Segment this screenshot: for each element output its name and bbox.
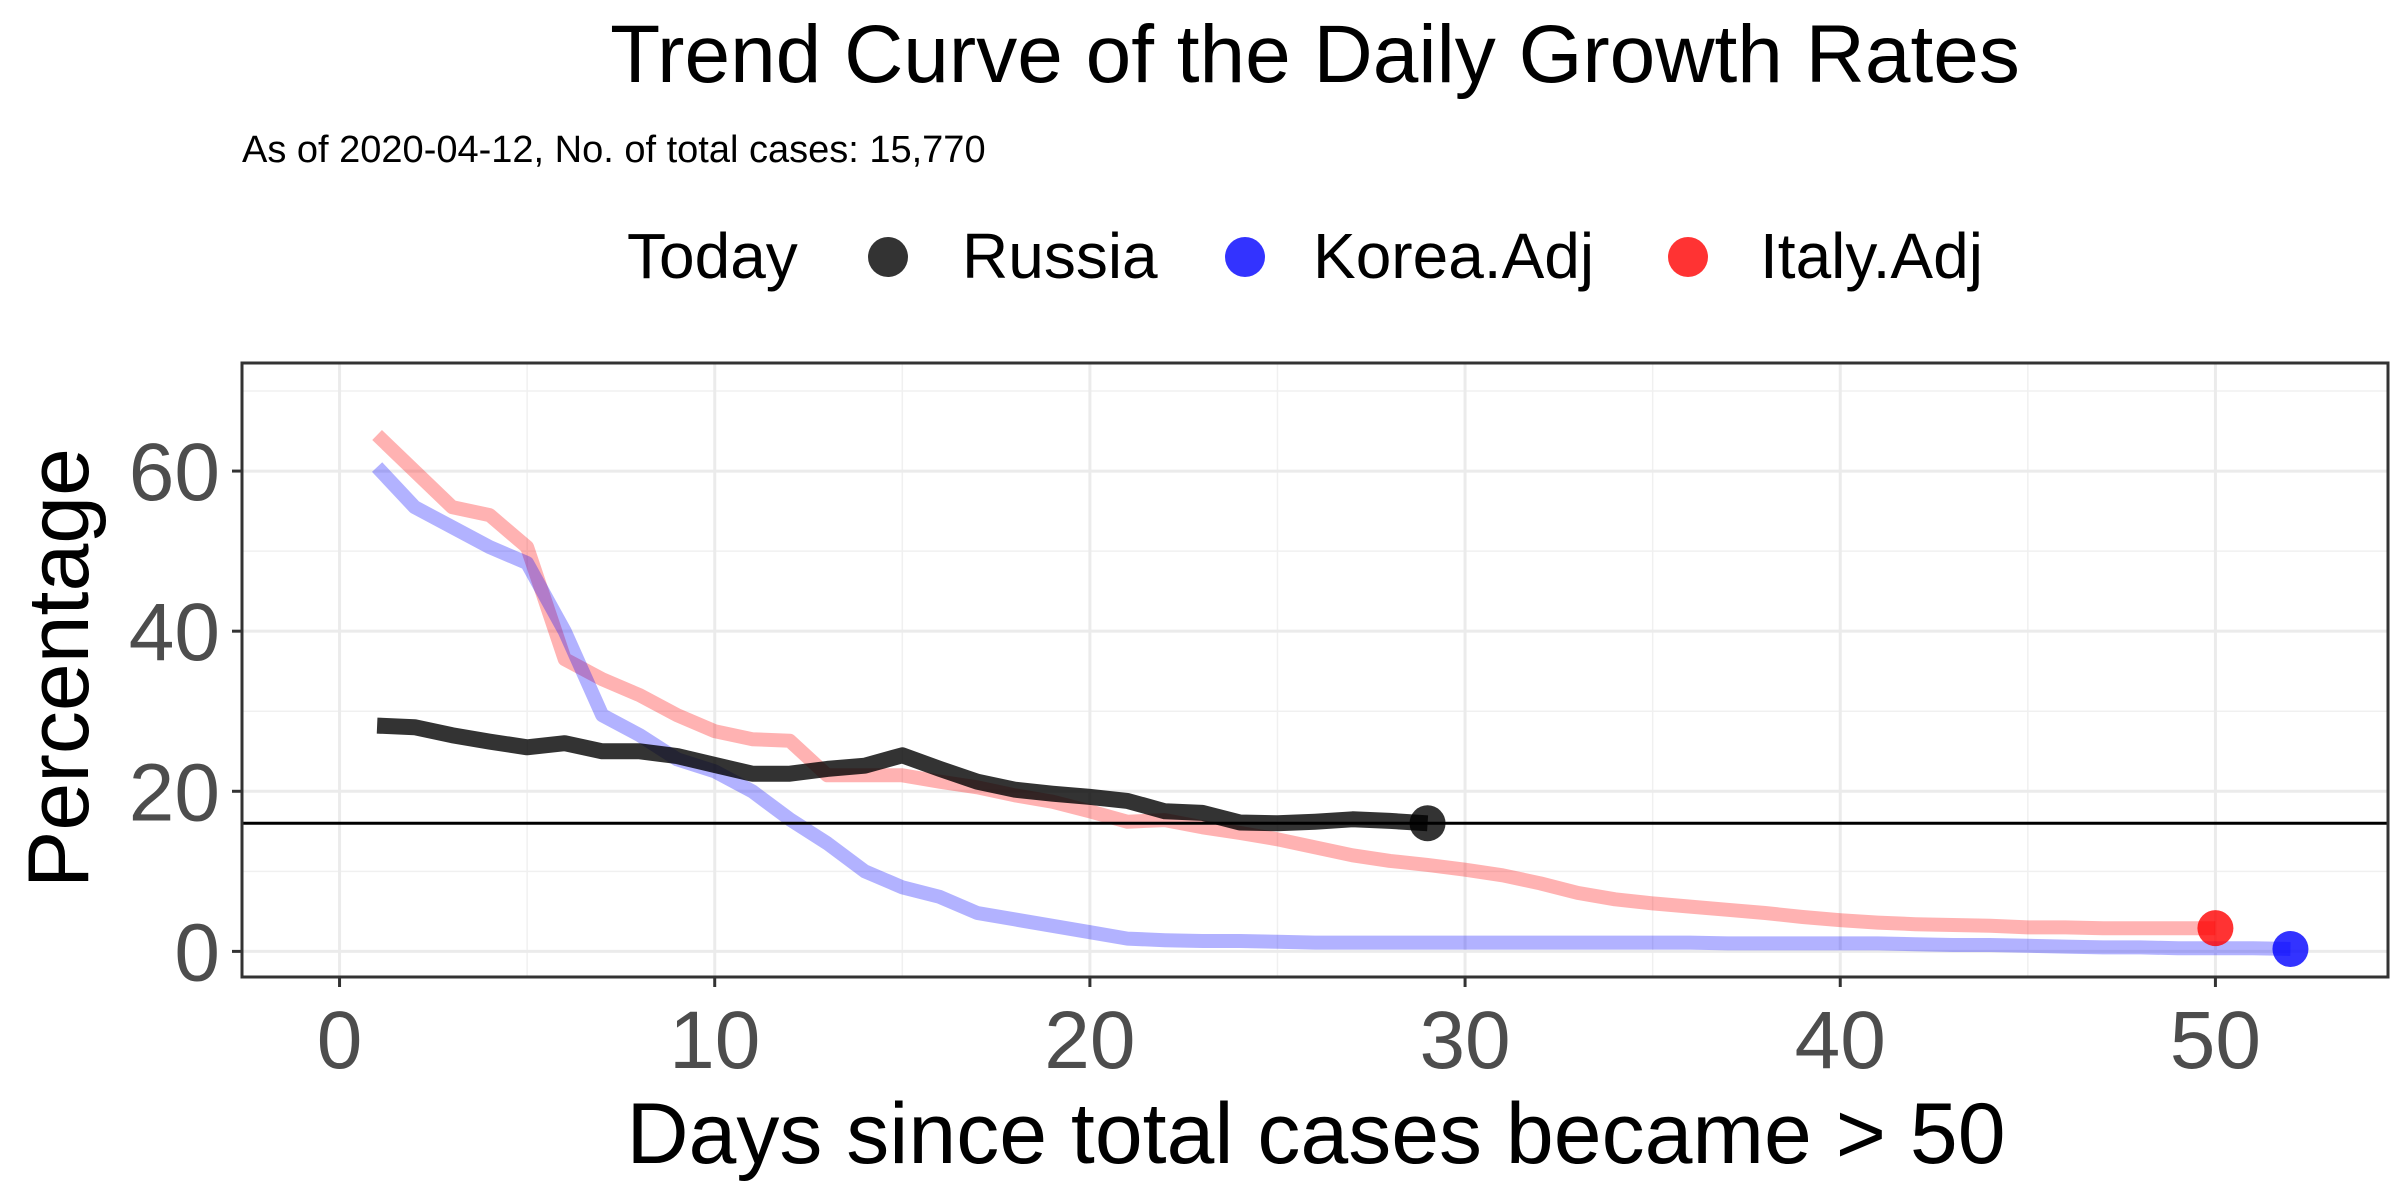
legend-label-italy: Italy.Adj	[1760, 220, 1983, 292]
plot-area	[240, 361, 2390, 979]
y-tick-label: 0	[174, 907, 220, 998]
legend-key-italy	[1668, 237, 1708, 277]
legend-label-korea: Korea.Adj	[1313, 220, 1594, 292]
y-tick-label: 40	[129, 587, 220, 678]
legend-label-russia: Russia	[962, 220, 1158, 292]
y-tick-label: 60	[129, 427, 220, 518]
legend-title: Today	[627, 220, 798, 292]
end-point-italy-adj	[2197, 910, 2234, 947]
x-tick-label: 20	[1044, 995, 1135, 1086]
chart-subtitle: As of 2020-04-12, No. of total cases: 15…	[242, 129, 986, 171]
end-point-russia	[1409, 805, 1446, 842]
y-tick-label: 20	[129, 747, 220, 838]
x-axis-title: Days since total cases became > 50	[626, 1086, 2005, 1182]
legend-key-korea	[1225, 237, 1265, 277]
chart-title: Trend Curve of the Daily Growth Rates	[610, 9, 2020, 100]
plot-border	[240, 361, 2390, 979]
x-tick-label: 50	[2170, 995, 2261, 1086]
legend: Today Russia Korea.Adj Italy.Adj	[627, 220, 1983, 292]
x-tick-label: 0	[317, 995, 363, 1086]
x-tick-label: 40	[1795, 995, 1886, 1086]
x-tick-label: 30	[1419, 995, 1510, 1086]
x-tick-label: 10	[669, 995, 760, 1086]
series-line-italy-adj	[372, 429, 2216, 936]
legend-key-russia	[868, 237, 908, 277]
y-axis-title: Percentage	[11, 448, 107, 888]
end-point-korea-adj	[2272, 930, 2309, 967]
